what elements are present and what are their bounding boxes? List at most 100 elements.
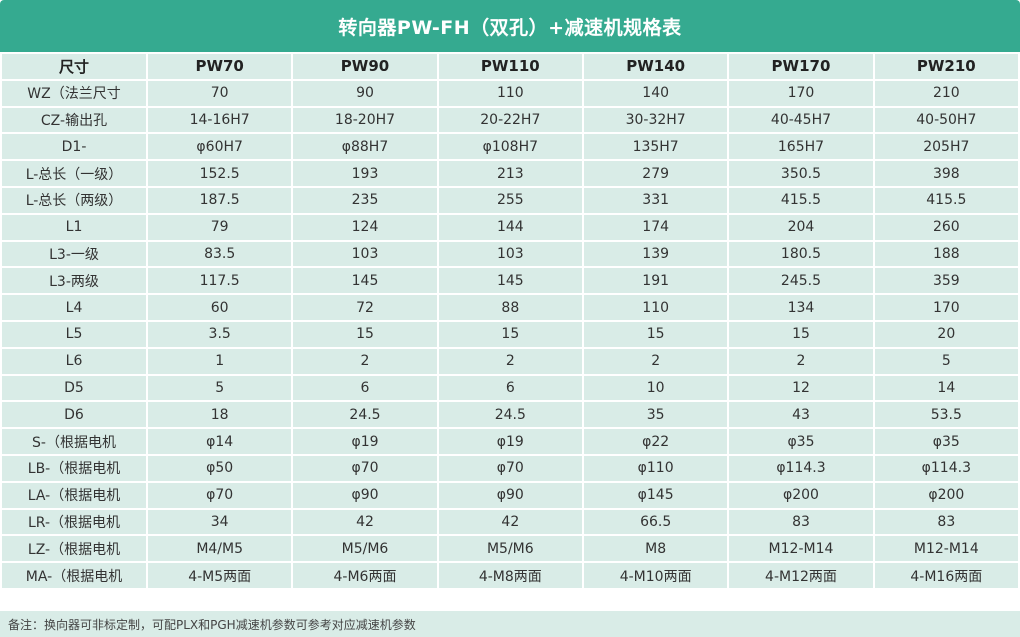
table-cell: φ200 xyxy=(729,482,873,508)
table-cell: 5 xyxy=(874,348,1018,374)
table-cell: φ14 xyxy=(148,429,292,454)
table-cell: 15 xyxy=(583,321,728,347)
table-row: D6 18 24.5 24.5 35 43 53.5 xyxy=(2,402,1018,428)
table-cell: 117.5 xyxy=(148,268,292,294)
table-cell: 24.5 xyxy=(438,402,582,428)
header-cell-model: PW70 xyxy=(148,54,292,79)
header-cell-model: PW170 xyxy=(729,54,873,79)
table-cell: 140 xyxy=(583,80,728,106)
table-cell: φ35 xyxy=(874,429,1018,454)
table-cell: φ70 xyxy=(293,455,437,481)
table-cell: 187.5 xyxy=(148,187,292,213)
table-cell: 4-M12两面 xyxy=(729,563,873,588)
table-cell: 15 xyxy=(729,321,873,347)
table-cell: φ19 xyxy=(293,429,437,454)
row-label: D1- xyxy=(2,134,146,160)
table-cell: 170 xyxy=(729,80,873,106)
row-label: L3-两级 xyxy=(2,268,146,294)
table-cell: 43 xyxy=(729,402,873,428)
table-cell: M12-M14 xyxy=(729,536,873,562)
table-cell: 188 xyxy=(874,241,1018,267)
table-cell: 260 xyxy=(874,214,1018,240)
table-cell: 83.5 xyxy=(148,241,292,267)
page-title: 转向器PW-FH（双孔）+减速机规格表 xyxy=(0,0,1020,52)
table-cell: 20 xyxy=(874,321,1018,347)
row-label: L3-一级 xyxy=(2,241,146,267)
table-cell: 152.5 xyxy=(148,161,292,186)
table-cell: M5/M6 xyxy=(438,536,582,562)
table-cell: φ22 xyxy=(583,429,728,454)
table-cell: φ35 xyxy=(729,429,873,454)
table-cell: φ70 xyxy=(148,482,292,508)
table-row: L1 79 124 144 174 204 260 xyxy=(2,214,1018,240)
header-cell-model: PW210 xyxy=(874,54,1018,79)
table-cell: 235 xyxy=(293,187,437,213)
table-cell: 2 xyxy=(293,348,437,374)
table-cell: 40-50H7 xyxy=(874,107,1018,133)
table-cell: 415.5 xyxy=(729,187,873,213)
table-cell: 15 xyxy=(293,321,437,347)
table-cell: 3.5 xyxy=(148,321,292,347)
table-cell: 14 xyxy=(874,375,1018,401)
table-cell: M4/M5 xyxy=(148,536,292,562)
row-label: LR-（根据电机 xyxy=(2,509,146,535)
spec-table-body: 尺寸 PW70 PW90 PW110 PW140 PW170 PW210 WZ（法兰尺寸 70 9… xyxy=(2,54,1018,588)
table-cell: 2 xyxy=(583,348,728,374)
table-cell: M12-M14 xyxy=(874,536,1018,562)
table-row: CZ-输出孔 14-16H7 18-20H7 20-22H7 30-32H7 40-45H… xyxy=(2,107,1018,133)
table-row: MA-（根据电机 4-M5两面 4-M6两面 4-M8两面 4-M10两面 4-M12两面… xyxy=(2,563,1018,588)
table-cell: 245.5 xyxy=(729,268,873,294)
table-cell: 42 xyxy=(293,509,437,535)
table-cell: 2 xyxy=(438,348,582,374)
table-cell: 4-M10两面 xyxy=(583,563,728,588)
table-cell: 5 xyxy=(148,375,292,401)
table-cell: 165H7 xyxy=(729,134,873,160)
row-label: WZ（法兰尺寸 xyxy=(2,80,146,106)
row-label: S-（根据电机 xyxy=(2,429,146,454)
table-cell: 12 xyxy=(729,375,873,401)
table-cell: 210 xyxy=(874,80,1018,106)
table-row: L5 3.5 15 15 15 15 20 xyxy=(2,321,1018,347)
table-cell: 79 xyxy=(148,214,292,240)
table-cell: φ50 xyxy=(148,455,292,481)
table-cell: 110 xyxy=(583,295,728,320)
table-cell: 415.5 xyxy=(874,187,1018,213)
table-cell: 90 xyxy=(293,80,437,106)
row-label: MA-（根据电机 xyxy=(2,563,146,588)
table-cell: 15 xyxy=(438,321,582,347)
row-label: L1 xyxy=(2,214,146,240)
table-cell: 2 xyxy=(729,348,873,374)
table-cell: 4-M8两面 xyxy=(438,563,582,588)
table-cell: 193 xyxy=(293,161,437,186)
table-cell: 145 xyxy=(438,268,582,294)
table-row: S-（根据电机 φ14 φ19 φ19 φ22 φ35 φ35 xyxy=(2,429,1018,454)
table-cell: 174 xyxy=(583,214,728,240)
table-cell: 4-M5两面 xyxy=(148,563,292,588)
table-cell: 53.5 xyxy=(874,402,1018,428)
table-cell: φ88H7 xyxy=(293,134,437,160)
table-cell: 40-45H7 xyxy=(729,107,873,133)
row-label: D5 xyxy=(2,375,146,401)
table-cell: 180.5 xyxy=(729,241,873,267)
row-label: LA-（根据电机 xyxy=(2,482,146,508)
table-cell: 359 xyxy=(874,268,1018,294)
table-cell: 35 xyxy=(583,402,728,428)
table-cell: 279 xyxy=(583,161,728,186)
table-cell: 6 xyxy=(438,375,582,401)
header-cell-model: PW140 xyxy=(583,54,728,79)
table-cell: 103 xyxy=(438,241,582,267)
table-cell: 144 xyxy=(438,214,582,240)
table-cell: 6 xyxy=(293,375,437,401)
row-label: LZ-（根据电机 xyxy=(2,536,146,562)
row-label: CZ-输出孔 xyxy=(2,107,146,133)
table-cell: 124 xyxy=(293,214,437,240)
table-cell: 83 xyxy=(874,509,1018,535)
table-cell: 134 xyxy=(729,295,873,320)
table-cell: M8 xyxy=(583,536,728,562)
table-row: L-总长（两级） 187.5 235 255 331 415.5 415.5 xyxy=(2,187,1018,213)
table-cell: 145 xyxy=(293,268,437,294)
table-cell: 255 xyxy=(438,187,582,213)
table-cell: φ90 xyxy=(438,482,582,508)
table-row: LZ-（根据电机 M4/M5 M5/M6 M5/M6 M8 M12-M14 M12-M14 xyxy=(2,536,1018,562)
